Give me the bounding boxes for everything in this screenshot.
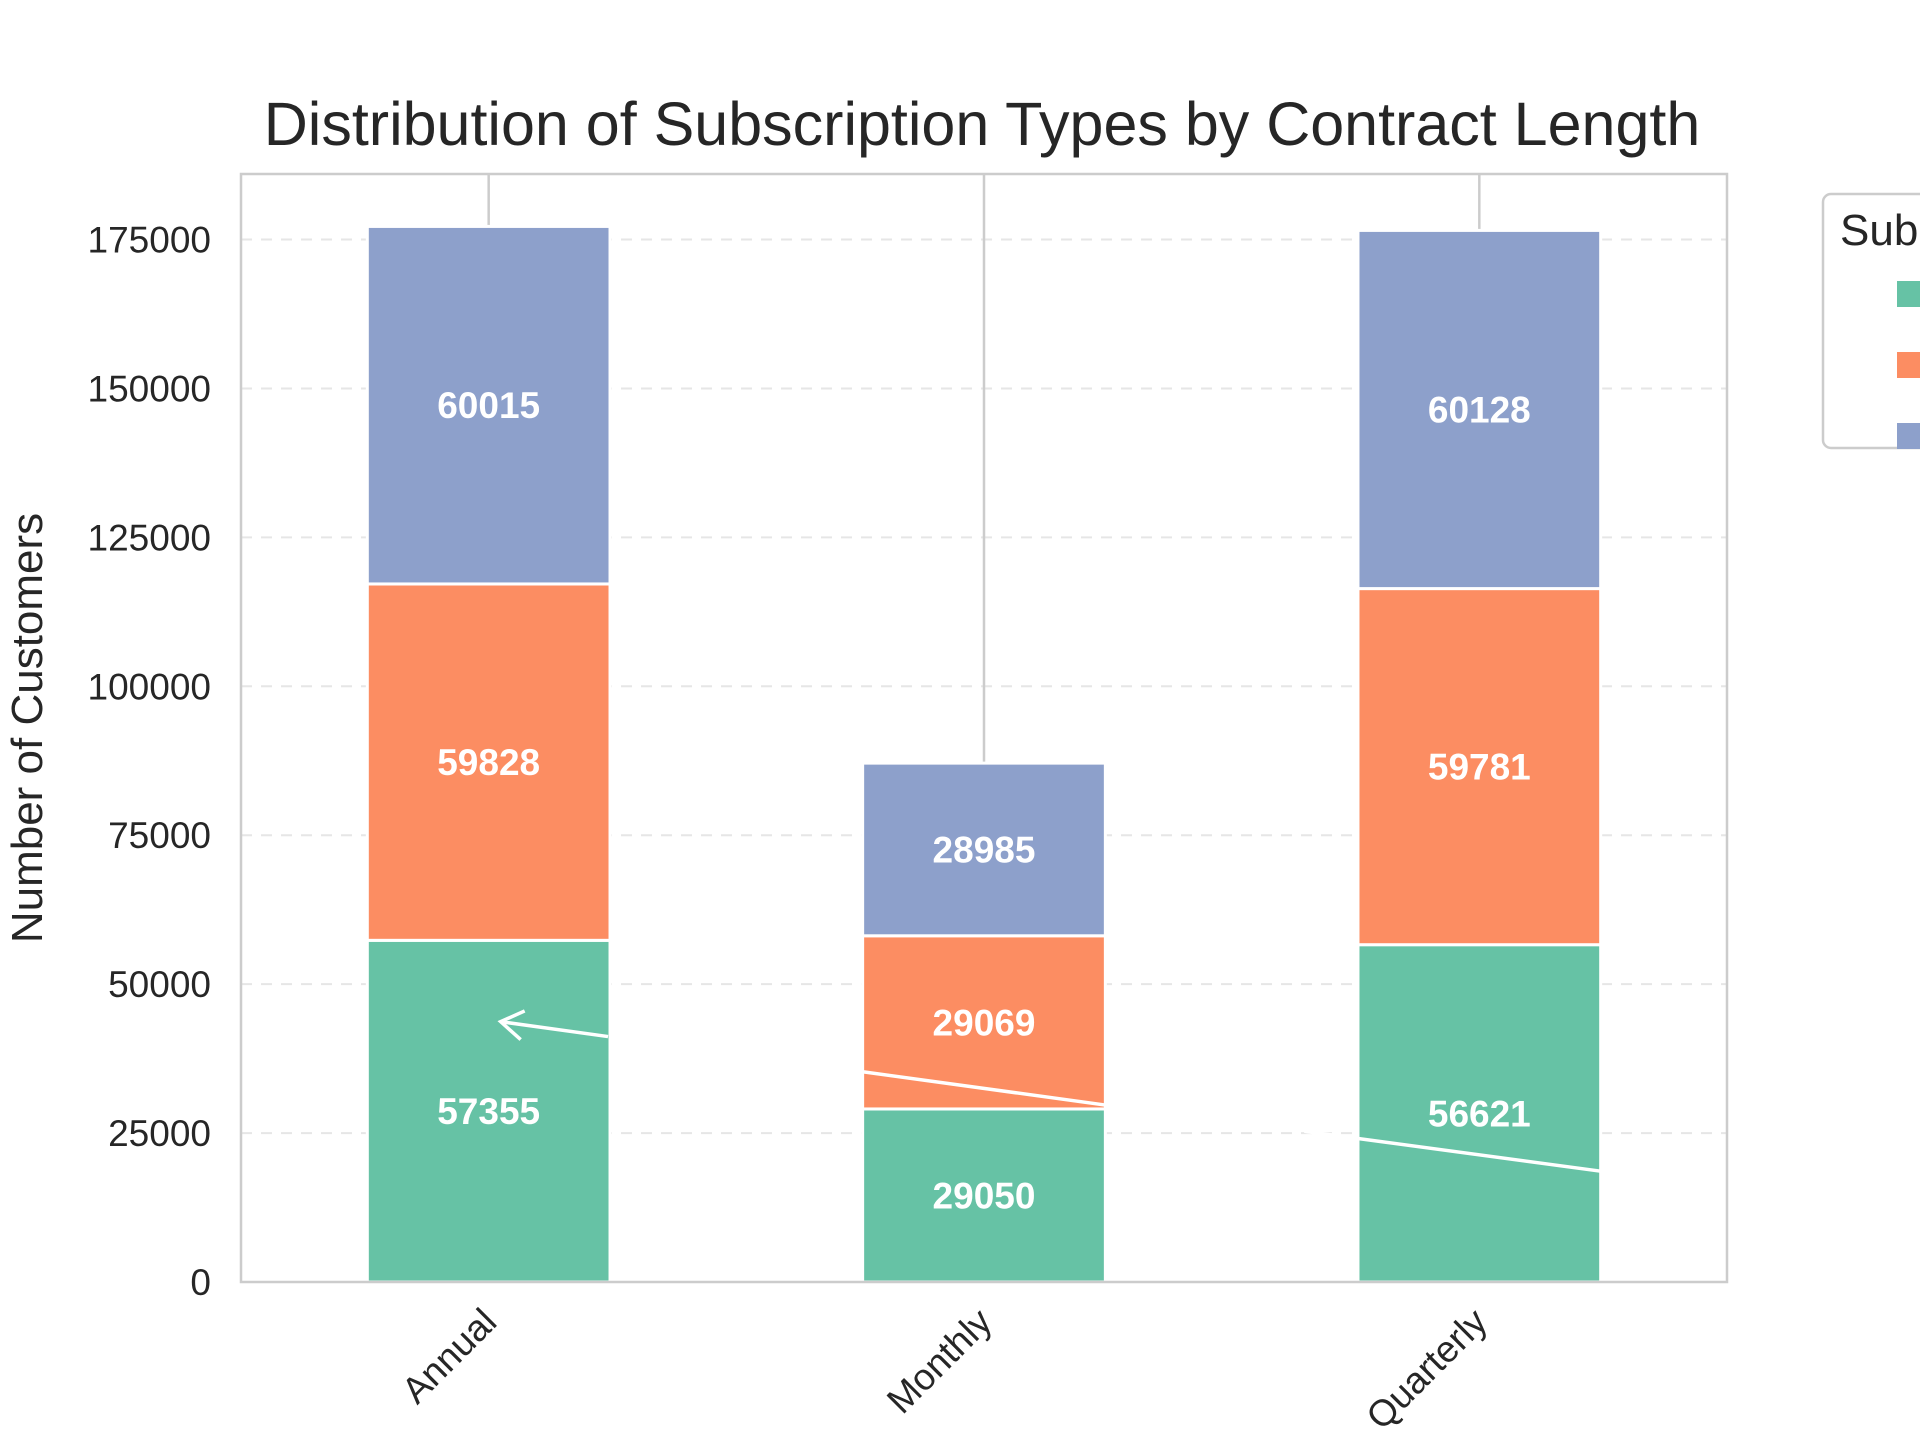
bar-segment bbox=[365, 224, 612, 586]
bar-value-labels: 57355 59828 60015 29050 29069 28985 56621 59781… bbox=[437, 385, 1531, 1216]
annotation-arrow bbox=[500, 1019, 609, 1039]
bar-segment bbox=[861, 934, 1107, 1111]
legend-title: Sub bbox=[1840, 206, 1918, 255]
bar-value-label: 56621 bbox=[1428, 1093, 1531, 1134]
annotation-arrow bbox=[862, 1069, 1106, 1107]
bar-segment bbox=[1356, 228, 1603, 591]
bar-value-label: 60015 bbox=[437, 385, 540, 426]
annotation-arrows bbox=[497, 1009, 1601, 1173]
bar-value-label: 59828 bbox=[437, 742, 540, 783]
chart-title: Distribution of Subscription Types by Co… bbox=[264, 90, 1701, 158]
bar-value-label: 29069 bbox=[933, 1002, 1036, 1043]
bar-value-label: 60128 bbox=[1428, 390, 1531, 431]
bar-segment bbox=[1356, 943, 1603, 1284]
annotation-arrowhead bbox=[497, 1009, 526, 1041]
legend: Sub bbox=[1821, 192, 1920, 450]
bar-segment bbox=[365, 582, 612, 942]
bars bbox=[365, 224, 1603, 1284]
bar-value-label: 57355 bbox=[437, 1091, 540, 1132]
y-tick-label: 75000 bbox=[108, 815, 211, 856]
annotation-arrow bbox=[1304, 1129, 1601, 1173]
legend-box bbox=[1821, 192, 1920, 450]
bar-value-label: 59781 bbox=[1428, 747, 1531, 788]
label-leader-lines bbox=[487, 174, 1481, 764]
y-tick-label: 25000 bbox=[108, 1113, 211, 1154]
y-tick-label: 50000 bbox=[108, 964, 211, 1005]
y-tick-label: 0 bbox=[190, 1262, 211, 1303]
bar-segment bbox=[365, 938, 612, 1284]
y-axis-ticks: 0 25000 50000 75000 100000 125000 150000 175000 bbox=[88, 220, 211, 1303]
y-axis-label: Number of Customers bbox=[3, 513, 52, 943]
bar-value-label: 28985 bbox=[933, 829, 1036, 870]
bar-segment bbox=[861, 761, 1107, 938]
legend-swatches bbox=[1897, 281, 1920, 449]
legend-swatch bbox=[1897, 352, 1920, 378]
legend-swatch bbox=[1897, 281, 1920, 307]
y-tick-label: 150000 bbox=[88, 368, 211, 409]
y-tick-label: 125000 bbox=[88, 517, 211, 558]
plot-area-frame bbox=[239, 172, 1729, 1284]
legend-swatch bbox=[1897, 423, 1920, 449]
y-tick-label: 100000 bbox=[88, 666, 211, 707]
y-tick-label: 175000 bbox=[88, 220, 211, 261]
bar-value-label: 29050 bbox=[933, 1175, 1036, 1216]
bar-segment bbox=[861, 1107, 1107, 1284]
